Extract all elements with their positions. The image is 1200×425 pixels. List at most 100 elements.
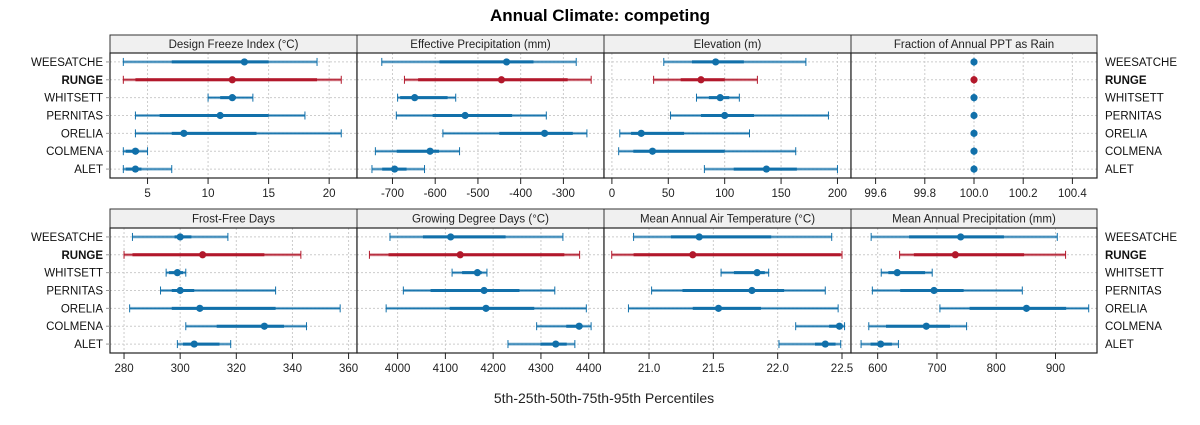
panel-title: Frost-Free Days (192, 214, 275, 226)
chart-title: Annual Climate: competing (490, 6, 710, 25)
interval-pernitas (670, 111, 829, 120)
x-tick-label: -400 (509, 188, 532, 200)
panel-8: Mean Annual Precipitation (mm) 600 700 800 9… (850, 208, 1098, 375)
x-tick-label: 150 (771, 188, 790, 200)
row-label-right: RUNGE (1105, 75, 1147, 87)
row-label-right: ORELIA (1105, 303, 1148, 315)
panel-1: Design Freeze Index (°C) 5 10 15 20 (109, 34, 358, 200)
interval-weesatche (381, 57, 577, 66)
interval-alet (778, 340, 842, 349)
row-label-left: ORELIA (61, 303, 104, 315)
x-tick-label: 340 (283, 363, 302, 375)
interval-pernitas (402, 286, 556, 295)
interval-orelia (385, 304, 587, 313)
interval-pernitas (970, 111, 978, 120)
row-label-right: ALET (1105, 339, 1134, 351)
median-point (552, 340, 560, 348)
interval-alet (703, 165, 838, 174)
interval-weesatche (131, 232, 229, 241)
panel-title: Mean Annual Air Temperature (°C) (640, 214, 815, 226)
panel-5: Frost-Free Days 280 300 320 340 360 (109, 208, 358, 375)
panel-4: Fraction of Annual PPT as Rain 99.6 99.8 10… (850, 34, 1098, 200)
row-label-left: WHITSETT (44, 93, 103, 105)
median-point (196, 304, 204, 312)
median-point (716, 94, 724, 102)
median-point (697, 76, 705, 84)
interval-alet (860, 340, 899, 349)
row-label-right: PERNITAS (1105, 286, 1162, 298)
interval-whitsett (207, 93, 254, 102)
median-point (228, 76, 236, 84)
x-tick-label: 99.6 (864, 188, 886, 200)
interval-colmena (122, 147, 149, 156)
row-label-right: ORELIA (1105, 128, 1148, 140)
interval-runge (403, 75, 592, 84)
interval-weesatche (970, 57, 978, 66)
x-tick-label: 100.4 (1058, 188, 1087, 200)
interval-colmena (536, 322, 592, 331)
interval-pernitas (871, 286, 1023, 295)
interval-alet (176, 340, 232, 349)
median-point (893, 269, 901, 277)
row-label-right: PERNITAS (1105, 111, 1162, 123)
median-point (575, 322, 583, 330)
median-point (502, 58, 511, 66)
row-label-right: WHITSETT (1105, 268, 1164, 280)
interval-whitsett (970, 93, 978, 102)
interval-whitsett (165, 268, 187, 277)
median-point (970, 111, 978, 120)
row-label-right: WEESATCHE (1105, 232, 1177, 244)
panels: Design Freeze Index (°C) 5 10 15 20 Effective… (31, 34, 1177, 375)
median-point (970, 94, 978, 102)
x-tick-label: 21.5 (702, 363, 724, 375)
x-tick-label: -600 (424, 188, 447, 200)
interval-orelia (627, 304, 839, 313)
row-label-left: WHITSETT (44, 268, 103, 280)
interval-weesatche (633, 232, 833, 241)
x-tick-label: 21.0 (638, 363, 660, 375)
interval-whitsett (880, 268, 933, 277)
panel-title: Elevation (m) (694, 39, 762, 51)
x-tick-label: 4200 (480, 363, 506, 375)
median-point (190, 340, 198, 348)
median-point (456, 251, 464, 259)
x-tick-label: 900 (1046, 363, 1065, 375)
x-axis-label: 5th-25th-50th-75th-95th Percentiles (494, 390, 714, 406)
interval-colmena (795, 322, 846, 331)
median-point (648, 147, 657, 155)
median-point (1022, 304, 1031, 312)
interval-runge (611, 250, 843, 259)
interval-colmena (970, 147, 978, 156)
x-tick-label: 360 (339, 363, 358, 375)
x-tick-label: 100.0 (960, 188, 989, 200)
x-tick-label: 0 (609, 188, 615, 200)
interval-weesatche (663, 57, 807, 66)
x-tick-label: 20 (323, 188, 336, 200)
row-label-right: ALET (1105, 164, 1134, 176)
interval-runge (899, 250, 1067, 259)
median-point (637, 129, 645, 137)
x-tick-label: -700 (381, 188, 404, 200)
x-tick-label: 4000 (385, 363, 411, 375)
median-point (447, 233, 455, 241)
median-point (957, 233, 965, 241)
row-label-left: PERNITAS (46, 286, 103, 298)
median-point (753, 269, 761, 277)
median-point (199, 251, 207, 259)
median-point (695, 233, 703, 241)
median-point (970, 165, 978, 173)
median-point (970, 147, 978, 155)
x-tick-label: 800 (987, 363, 1006, 375)
row-label-right: RUNGE (1105, 250, 1147, 262)
median-point (712, 58, 720, 66)
interval-whitsett (695, 93, 740, 102)
interval-runge (122, 75, 342, 84)
median-point (180, 129, 188, 137)
x-tick-label: 22.5 (831, 363, 853, 375)
median-point (173, 269, 181, 277)
interval-weesatche (122, 57, 318, 66)
median-point (240, 58, 248, 66)
x-tick-label: 4400 (576, 363, 602, 375)
x-tick-label: 100 (715, 188, 734, 200)
median-point (497, 76, 506, 84)
